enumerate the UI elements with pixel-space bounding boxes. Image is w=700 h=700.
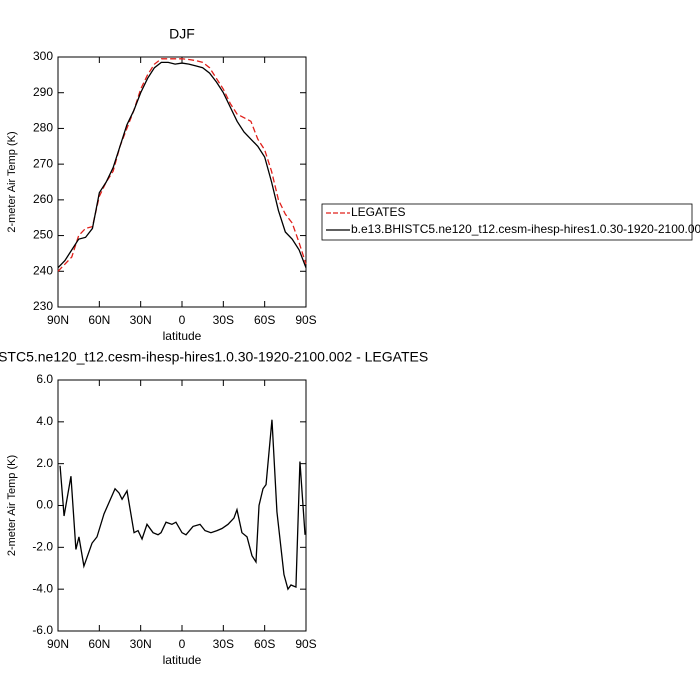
data-line bbox=[57, 58, 307, 272]
y-tick-label: 0.0 bbox=[36, 498, 53, 512]
y-tick-label: -6.0 bbox=[32, 623, 53, 637]
x-tick-label: 60S bbox=[254, 637, 275, 651]
x-tick-label: 90N bbox=[47, 637, 69, 651]
y-tick-label: 290 bbox=[33, 85, 53, 99]
y-axis-label: 2-meter Air Temp (K) bbox=[6, 131, 18, 232]
y-tick-label: 230 bbox=[33, 299, 53, 313]
x-tick-label: 30S bbox=[213, 637, 234, 651]
x-tick-label: 0 bbox=[179, 313, 186, 327]
data-line bbox=[57, 61, 307, 269]
y-tick-label: -4.0 bbox=[32, 581, 53, 595]
chart-title: b.e13.BHISTC5.ne120_t12.cesm-ihesp-hires… bbox=[0, 349, 428, 365]
x-tick-label: 30N bbox=[130, 637, 152, 651]
x-tick-label: 90S bbox=[295, 637, 316, 651]
x-tick-label: 90S bbox=[295, 313, 316, 327]
data-line bbox=[59, 419, 306, 591]
x-tick-label: 60S bbox=[254, 313, 275, 327]
plot-frame bbox=[57, 56, 307, 308]
x-axis-label: latitude bbox=[163, 653, 202, 667]
x-axis-label: latitude bbox=[163, 329, 202, 343]
y-tick-label: 240 bbox=[33, 263, 53, 277]
y-tick-label: 280 bbox=[33, 121, 53, 135]
x-tick-label: 30N bbox=[130, 313, 152, 327]
y-tick-label: 4.0 bbox=[36, 414, 53, 428]
y-tick-label: 250 bbox=[33, 228, 53, 242]
y-tick-label: -2.0 bbox=[32, 540, 53, 554]
legend-label: b.e13.BHISTC5.ne120_t12.cesm-ihesp-hires… bbox=[351, 222, 700, 236]
y-tick-label: 260 bbox=[33, 192, 53, 206]
y-tick-label: 300 bbox=[33, 49, 53, 63]
plot-frame bbox=[57, 379, 307, 632]
legend-label: LEGATES bbox=[351, 205, 405, 219]
x-tick-label: 90N bbox=[47, 313, 69, 327]
x-tick-label: 60N bbox=[88, 313, 110, 327]
y-tick-label: 6.0 bbox=[36, 372, 53, 386]
x-tick-label: 60N bbox=[88, 637, 110, 651]
y-tick-label: 2.0 bbox=[36, 456, 53, 470]
x-tick-label: 0 bbox=[179, 637, 186, 651]
legend-box bbox=[321, 203, 693, 241]
y-axis-label: 2-meter Air Temp (K) bbox=[6, 455, 18, 556]
chart-title: DJF bbox=[169, 26, 195, 42]
x-tick-label: 30S bbox=[213, 313, 234, 327]
y-tick-label: 270 bbox=[33, 156, 53, 170]
